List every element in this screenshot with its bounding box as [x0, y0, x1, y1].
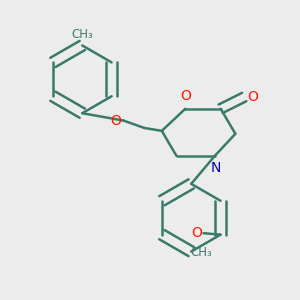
Text: O: O — [247, 90, 258, 104]
Text: CH₃: CH₃ — [71, 28, 93, 41]
Text: O: O — [180, 89, 191, 103]
Text: N: N — [210, 161, 220, 175]
Text: CH₃: CH₃ — [191, 246, 213, 260]
Text: O: O — [191, 226, 202, 240]
Text: O: O — [110, 114, 121, 128]
